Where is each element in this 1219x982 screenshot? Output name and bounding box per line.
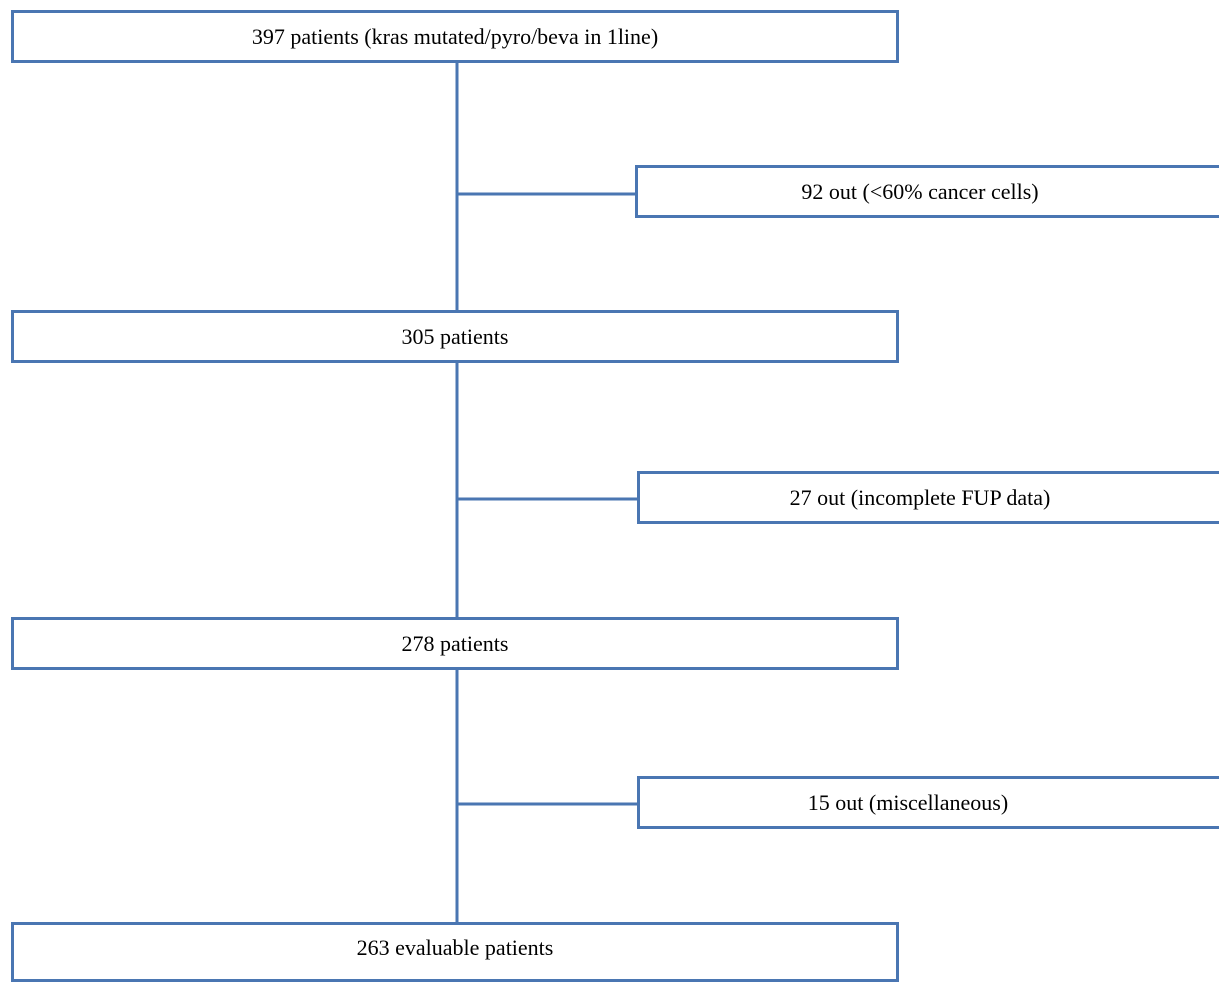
step-label-second: 305 patients: [401, 323, 509, 349]
exclusion-label-incomplete-data: 27 out (incomplete FUP data): [789, 484, 1051, 510]
exclusion-label-miscellaneous: 15 out (miscellaneous): [807, 789, 1009, 815]
exclusion-box-miscellaneous: 15 out (miscellaneous): [637, 776, 1219, 829]
step-box-second: 305 patients: [11, 310, 899, 363]
exclusion-label-low-cancer-cells: 92 out (<60% cancer cells): [801, 178, 1039, 204]
step-label-final: 263 evaluable patients: [356, 935, 554, 960]
step-box-third: 278 patients: [11, 617, 899, 670]
step-label-initial: 397 patients (kras mutated/pyro/beva in …: [251, 23, 659, 49]
step-box-initial: 397 patients (kras mutated/pyro/beva in …: [11, 10, 899, 63]
step-box-final: 263 evaluable patients: [11, 922, 899, 982]
exclusion-box-incomplete-data: 27 out (incomplete FUP data): [637, 471, 1219, 524]
step-label-third: 278 patients: [401, 630, 509, 656]
exclusion-box-low-cancer-cells: 92 out (<60% cancer cells): [635, 165, 1219, 218]
